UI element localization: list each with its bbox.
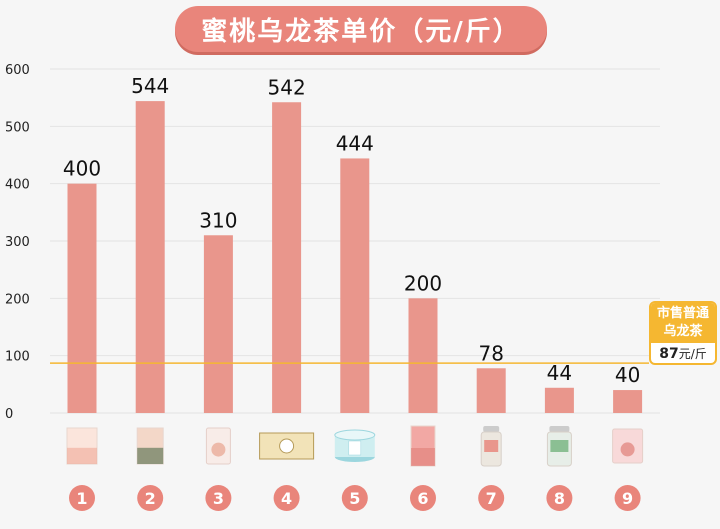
product-image-2	[136, 427, 164, 465]
category-badge-1: 1	[69, 485, 95, 511]
category-badges: 1 2 3 4 5 6 7 8 9	[69, 485, 641, 511]
category-badge-8: 8	[546, 485, 573, 511]
bar-9	[613, 390, 643, 413]
category-badge-6: 6	[410, 485, 436, 511]
y-tick-label: 400	[5, 178, 30, 193]
category-label-8: 8	[554, 489, 565, 508]
category-label-7: 7	[486, 489, 497, 508]
category-label-4: 4	[281, 489, 292, 508]
data-label-4: 542	[268, 75, 306, 99]
y-tick-label: 0	[5, 407, 13, 422]
data-label-8: 44	[547, 361, 572, 385]
product-image-9	[612, 428, 644, 464]
data-label-1: 400	[63, 157, 101, 181]
product-image-8	[546, 426, 572, 467]
bar-6	[408, 298, 438, 413]
data-label-9: 40	[615, 363, 640, 387]
bar-3	[203, 235, 233, 413]
category-badge-7: 7	[478, 485, 505, 511]
reference-tag-label: 市售普通 乌龙茶	[651, 303, 715, 343]
reference-tag-value: 87元/斤	[651, 343, 715, 363]
category-badge-2: 2	[137, 485, 164, 511]
product-image-3	[205, 427, 231, 465]
y-tick-label: 500	[5, 120, 30, 135]
y-tick-label: 300	[5, 235, 30, 250]
reference-tag: 市售普通 乌龙茶 87元/斤	[649, 301, 717, 365]
reference-label-line1: 市售普通	[656, 306, 709, 321]
y-tick-label: 600	[5, 63, 30, 78]
category-label-2: 2	[145, 489, 156, 508]
product-image-4	[259, 432, 315, 460]
reference-unit: 元/斤	[678, 347, 707, 361]
bar-2	[135, 101, 165, 414]
category-badge-4: 4	[273, 485, 300, 511]
bar-8	[544, 387, 574, 413]
category-label-6: 6	[417, 489, 428, 508]
bar-5	[340, 158, 370, 413]
product-image-5	[334, 429, 376, 462]
product-image-1	[66, 427, 98, 465]
category-badge-5: 5	[341, 485, 368, 511]
y-tick-label: 200	[5, 292, 30, 307]
category-label-3: 3	[213, 489, 224, 508]
product-image-6	[410, 425, 436, 467]
data-label-3: 310	[199, 208, 237, 232]
data-labels: 400 544 310 542 444 200 78 44 40	[63, 74, 640, 387]
bars	[67, 101, 643, 414]
category-label-1: 1	[76, 489, 87, 508]
reference-label-line2: 乌龙茶	[663, 324, 703, 339]
category-label-9: 9	[622, 489, 633, 508]
category-badge-3: 3	[205, 485, 232, 511]
y-tick-label: 100	[5, 350, 30, 365]
product-images	[66, 425, 644, 467]
bar-1	[67, 183, 97, 413]
data-label-7: 78	[478, 341, 503, 365]
category-badge-9: 9	[614, 485, 641, 511]
product-image-7	[480, 426, 502, 467]
bar-4	[272, 102, 302, 414]
bar-7	[476, 368, 506, 413]
reference-value: 87	[659, 346, 679, 362]
category-label-5: 5	[349, 489, 360, 508]
data-label-2: 544	[131, 74, 169, 98]
chart-title: 蜜桃乌龙茶单价（元/斤）	[175, 6, 547, 52]
data-label-5: 444	[336, 131, 374, 155]
y-axis-ticks: 0 100 200 300 400 500 600	[5, 63, 30, 422]
data-label-6: 200	[404, 271, 442, 295]
